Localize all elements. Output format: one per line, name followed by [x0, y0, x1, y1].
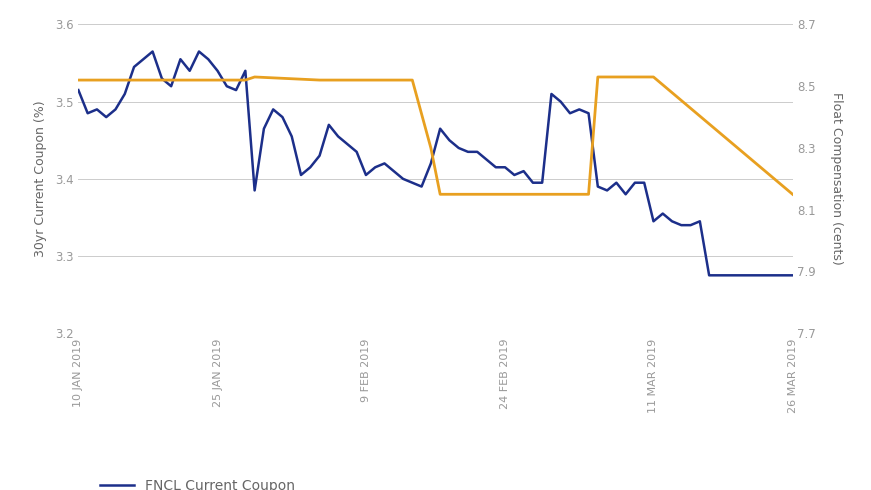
Legend: FNCL Current Coupon, Price: FNCL Current Coupon, Price: [99, 479, 295, 490]
Y-axis label: 30yr Current Coupon (%): 30yr Current Coupon (%): [34, 100, 46, 257]
Y-axis label: Float Compensation (cents): Float Compensation (cents): [830, 93, 843, 265]
